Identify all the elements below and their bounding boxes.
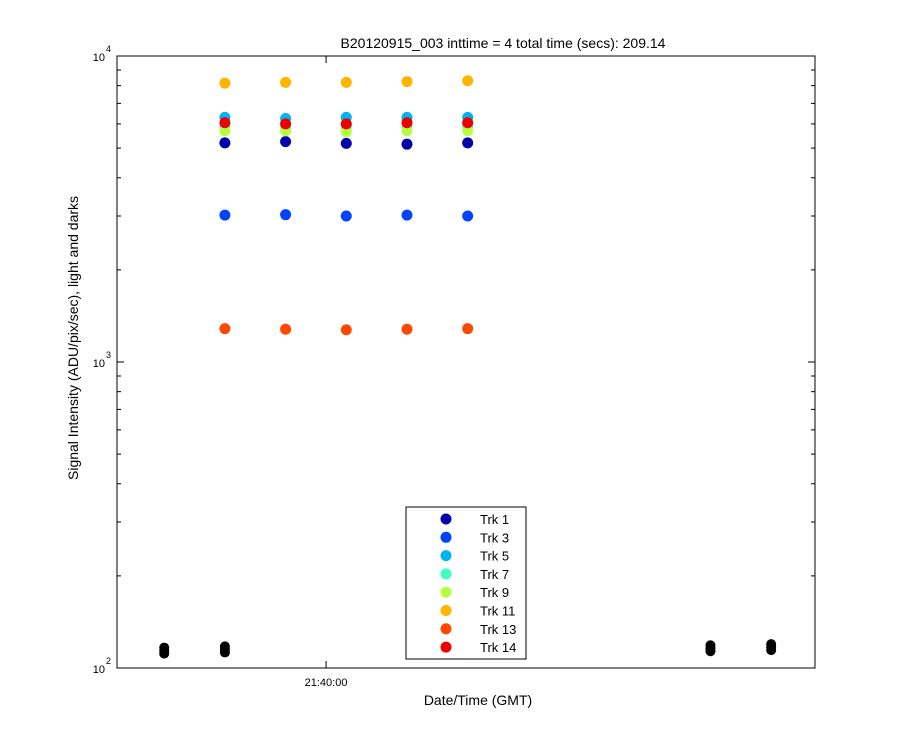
x-axis: 21:40:00 xyxy=(305,56,348,689)
y-tick-base: 10 xyxy=(93,358,105,370)
legend-label: Trk 14 xyxy=(480,640,516,655)
y-tick-base: 10 xyxy=(93,664,105,676)
legend-label: Trk 1 xyxy=(480,512,509,527)
legend-label: Trk 3 xyxy=(480,530,509,545)
data-point xyxy=(462,323,474,335)
data-point xyxy=(401,76,413,88)
data-point xyxy=(219,117,231,129)
data-point xyxy=(340,76,352,88)
legend-box xyxy=(405,506,527,660)
legend-marker xyxy=(440,568,452,580)
y-tick-label: 104 xyxy=(93,44,111,64)
legend-marker xyxy=(440,641,452,653)
x-tick-label: 21:40:00 xyxy=(305,677,348,689)
legend-label: Trk 13 xyxy=(480,622,516,637)
data-point xyxy=(340,137,352,149)
data-point xyxy=(401,209,413,221)
data-point xyxy=(280,136,292,148)
y-tick-label: 102 xyxy=(93,656,111,676)
legend-marker xyxy=(440,605,452,616)
y-tick-exponent: 4 xyxy=(106,44,111,54)
dark-point xyxy=(705,646,716,657)
legend: Trk 1 Trk 3 Trk 5 Trk 7 Trk 9 Trk 11 Trk 13 Trk… xyxy=(405,506,527,660)
data-point xyxy=(219,137,231,149)
data-point xyxy=(340,126,352,138)
dark-point xyxy=(159,648,170,659)
legend-label: Trk 11 xyxy=(480,604,515,619)
data-point xyxy=(462,125,474,137)
data-point xyxy=(462,75,474,87)
legend-marker xyxy=(440,513,452,525)
legend-label: Trk 9 xyxy=(480,585,509,600)
data-point xyxy=(340,210,352,222)
y-axis-label: Signal Intensity (ADU/pix/sec), light an… xyxy=(65,196,81,480)
data-point xyxy=(340,118,352,130)
chart-title: B20120915_003 inttime = 4 total time (se… xyxy=(341,35,666,51)
y-tick-base: 10 xyxy=(93,52,105,64)
y-tick-exponent: 2 xyxy=(106,656,111,666)
data-point xyxy=(280,118,292,130)
dark-point xyxy=(766,645,777,656)
data-point xyxy=(401,125,413,137)
legend-marker xyxy=(440,623,452,635)
data-point xyxy=(219,209,231,221)
y-tick-exponent: 3 xyxy=(106,350,111,360)
legend-label: Trk 7 xyxy=(480,567,509,582)
legend-marker xyxy=(440,586,452,598)
data-point xyxy=(462,210,474,222)
x-axis-label: Date/Time (GMT) xyxy=(424,692,532,708)
data-point xyxy=(401,138,413,150)
data-point xyxy=(462,137,474,149)
legend-marker xyxy=(440,531,452,543)
data-point xyxy=(219,323,231,335)
y-tick-label: 103 xyxy=(93,350,111,370)
data-point xyxy=(340,324,352,336)
data-point xyxy=(280,323,292,335)
data-point xyxy=(401,117,413,129)
legend-label: Trk 5 xyxy=(480,549,509,564)
data-points xyxy=(159,75,777,659)
data-point xyxy=(219,125,231,137)
dark-point xyxy=(219,647,230,658)
data-point xyxy=(280,209,292,221)
data-point xyxy=(462,117,474,129)
data-point xyxy=(219,77,231,89)
data-point xyxy=(280,76,292,88)
data-point xyxy=(401,323,413,335)
legend-marker xyxy=(440,550,452,562)
